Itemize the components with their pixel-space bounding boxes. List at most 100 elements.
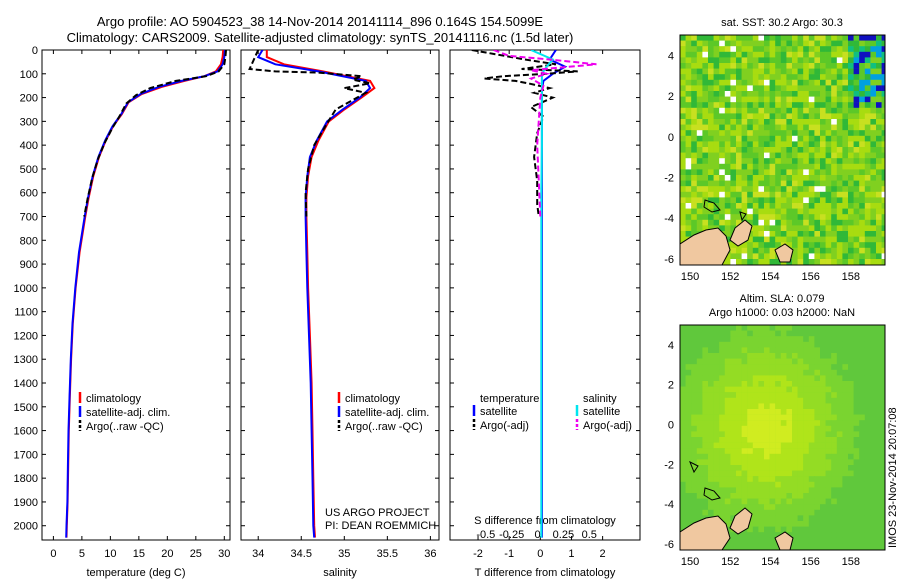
map-cell xyxy=(685,364,692,370)
map-cell xyxy=(741,124,748,131)
map-cell xyxy=(724,459,731,466)
map-cell xyxy=(691,325,697,331)
map-cell xyxy=(792,208,798,215)
map-cell xyxy=(825,409,832,415)
map-cell xyxy=(747,191,753,198)
map-cell xyxy=(747,330,753,337)
map-cell xyxy=(724,197,731,204)
map-cell xyxy=(792,470,798,477)
map-cell xyxy=(876,386,882,393)
map-cell xyxy=(680,175,686,181)
map-cell xyxy=(758,203,765,209)
map-cell xyxy=(881,51,885,58)
map-cell xyxy=(797,437,804,443)
map-cell xyxy=(752,409,759,415)
map-cell xyxy=(876,102,882,108)
map-cell xyxy=(825,476,832,482)
map-cell xyxy=(820,96,826,103)
map-cell xyxy=(808,124,815,131)
map-cell xyxy=(836,107,843,114)
map-cell xyxy=(797,420,804,426)
map-cell xyxy=(848,169,854,176)
map-cell xyxy=(764,403,770,410)
map-cell xyxy=(820,414,826,421)
map-cell xyxy=(808,425,815,432)
map-cell xyxy=(752,124,759,131)
map-cell xyxy=(680,425,686,432)
map-cell xyxy=(780,515,787,522)
map-cell xyxy=(719,476,725,482)
map-cell xyxy=(708,453,714,460)
map-cell xyxy=(825,330,832,337)
map-cell xyxy=(831,341,837,348)
map-cell xyxy=(696,57,703,64)
map-cell xyxy=(775,448,781,454)
map-cell xyxy=(691,498,697,505)
map-cell xyxy=(758,135,765,142)
map-cell xyxy=(842,504,849,510)
map-cell xyxy=(848,453,854,460)
map-cell xyxy=(814,448,821,454)
map-cell xyxy=(808,364,815,370)
map-cell xyxy=(831,102,837,108)
map-cell xyxy=(876,364,882,370)
map-cell xyxy=(848,375,854,382)
map-cell xyxy=(685,63,692,69)
map-cell xyxy=(808,102,815,108)
map-cell xyxy=(859,107,865,114)
map-cell xyxy=(864,448,871,454)
map-cell xyxy=(831,526,837,533)
map-cell xyxy=(719,420,725,426)
map-cell xyxy=(836,63,843,69)
map-cell xyxy=(808,504,815,510)
map-cell xyxy=(691,392,697,398)
map-cell xyxy=(870,493,877,499)
map-cell xyxy=(808,186,815,192)
map-cell xyxy=(803,425,809,432)
map-cell xyxy=(803,141,809,148)
map-cell xyxy=(752,397,759,404)
map-cell xyxy=(769,46,776,52)
map-cell xyxy=(713,431,720,438)
map-cell xyxy=(825,68,832,75)
map-cell xyxy=(786,515,793,522)
map-cell xyxy=(736,147,742,153)
map-cell xyxy=(786,236,793,243)
map-cell xyxy=(786,375,793,382)
map-cell xyxy=(741,135,748,142)
map-cell xyxy=(797,242,804,248)
map-cell xyxy=(814,336,821,342)
map-cell xyxy=(691,341,697,348)
map-cell xyxy=(792,504,798,510)
map-cell xyxy=(814,242,821,248)
map-cell xyxy=(769,526,776,533)
map-cell xyxy=(881,186,885,192)
map-cell xyxy=(808,242,815,248)
map-cell xyxy=(752,465,759,471)
map-cell xyxy=(758,51,765,58)
map-cell xyxy=(730,91,737,97)
map-cell xyxy=(764,219,770,226)
x2-tick-label: 0.5 xyxy=(582,529,597,541)
map-cell xyxy=(719,515,725,522)
map-cell xyxy=(696,325,703,331)
map-cell xyxy=(825,470,832,477)
map-cell xyxy=(808,381,815,387)
map-cell xyxy=(713,358,720,365)
map-cell xyxy=(870,381,877,387)
map-cell xyxy=(780,124,787,131)
map-cell xyxy=(685,85,692,92)
map-cell xyxy=(752,130,759,136)
map-cell xyxy=(831,532,837,538)
map-cell xyxy=(680,448,686,454)
map-cell xyxy=(691,225,697,232)
map-cell xyxy=(831,465,837,471)
map-cell xyxy=(758,85,765,92)
map-cell xyxy=(736,57,742,64)
map-cell xyxy=(775,465,781,471)
map-cell xyxy=(691,375,697,382)
map-cell xyxy=(876,63,882,69)
map-cell xyxy=(764,409,770,415)
map-cell xyxy=(808,442,815,449)
map-cell xyxy=(696,107,703,114)
